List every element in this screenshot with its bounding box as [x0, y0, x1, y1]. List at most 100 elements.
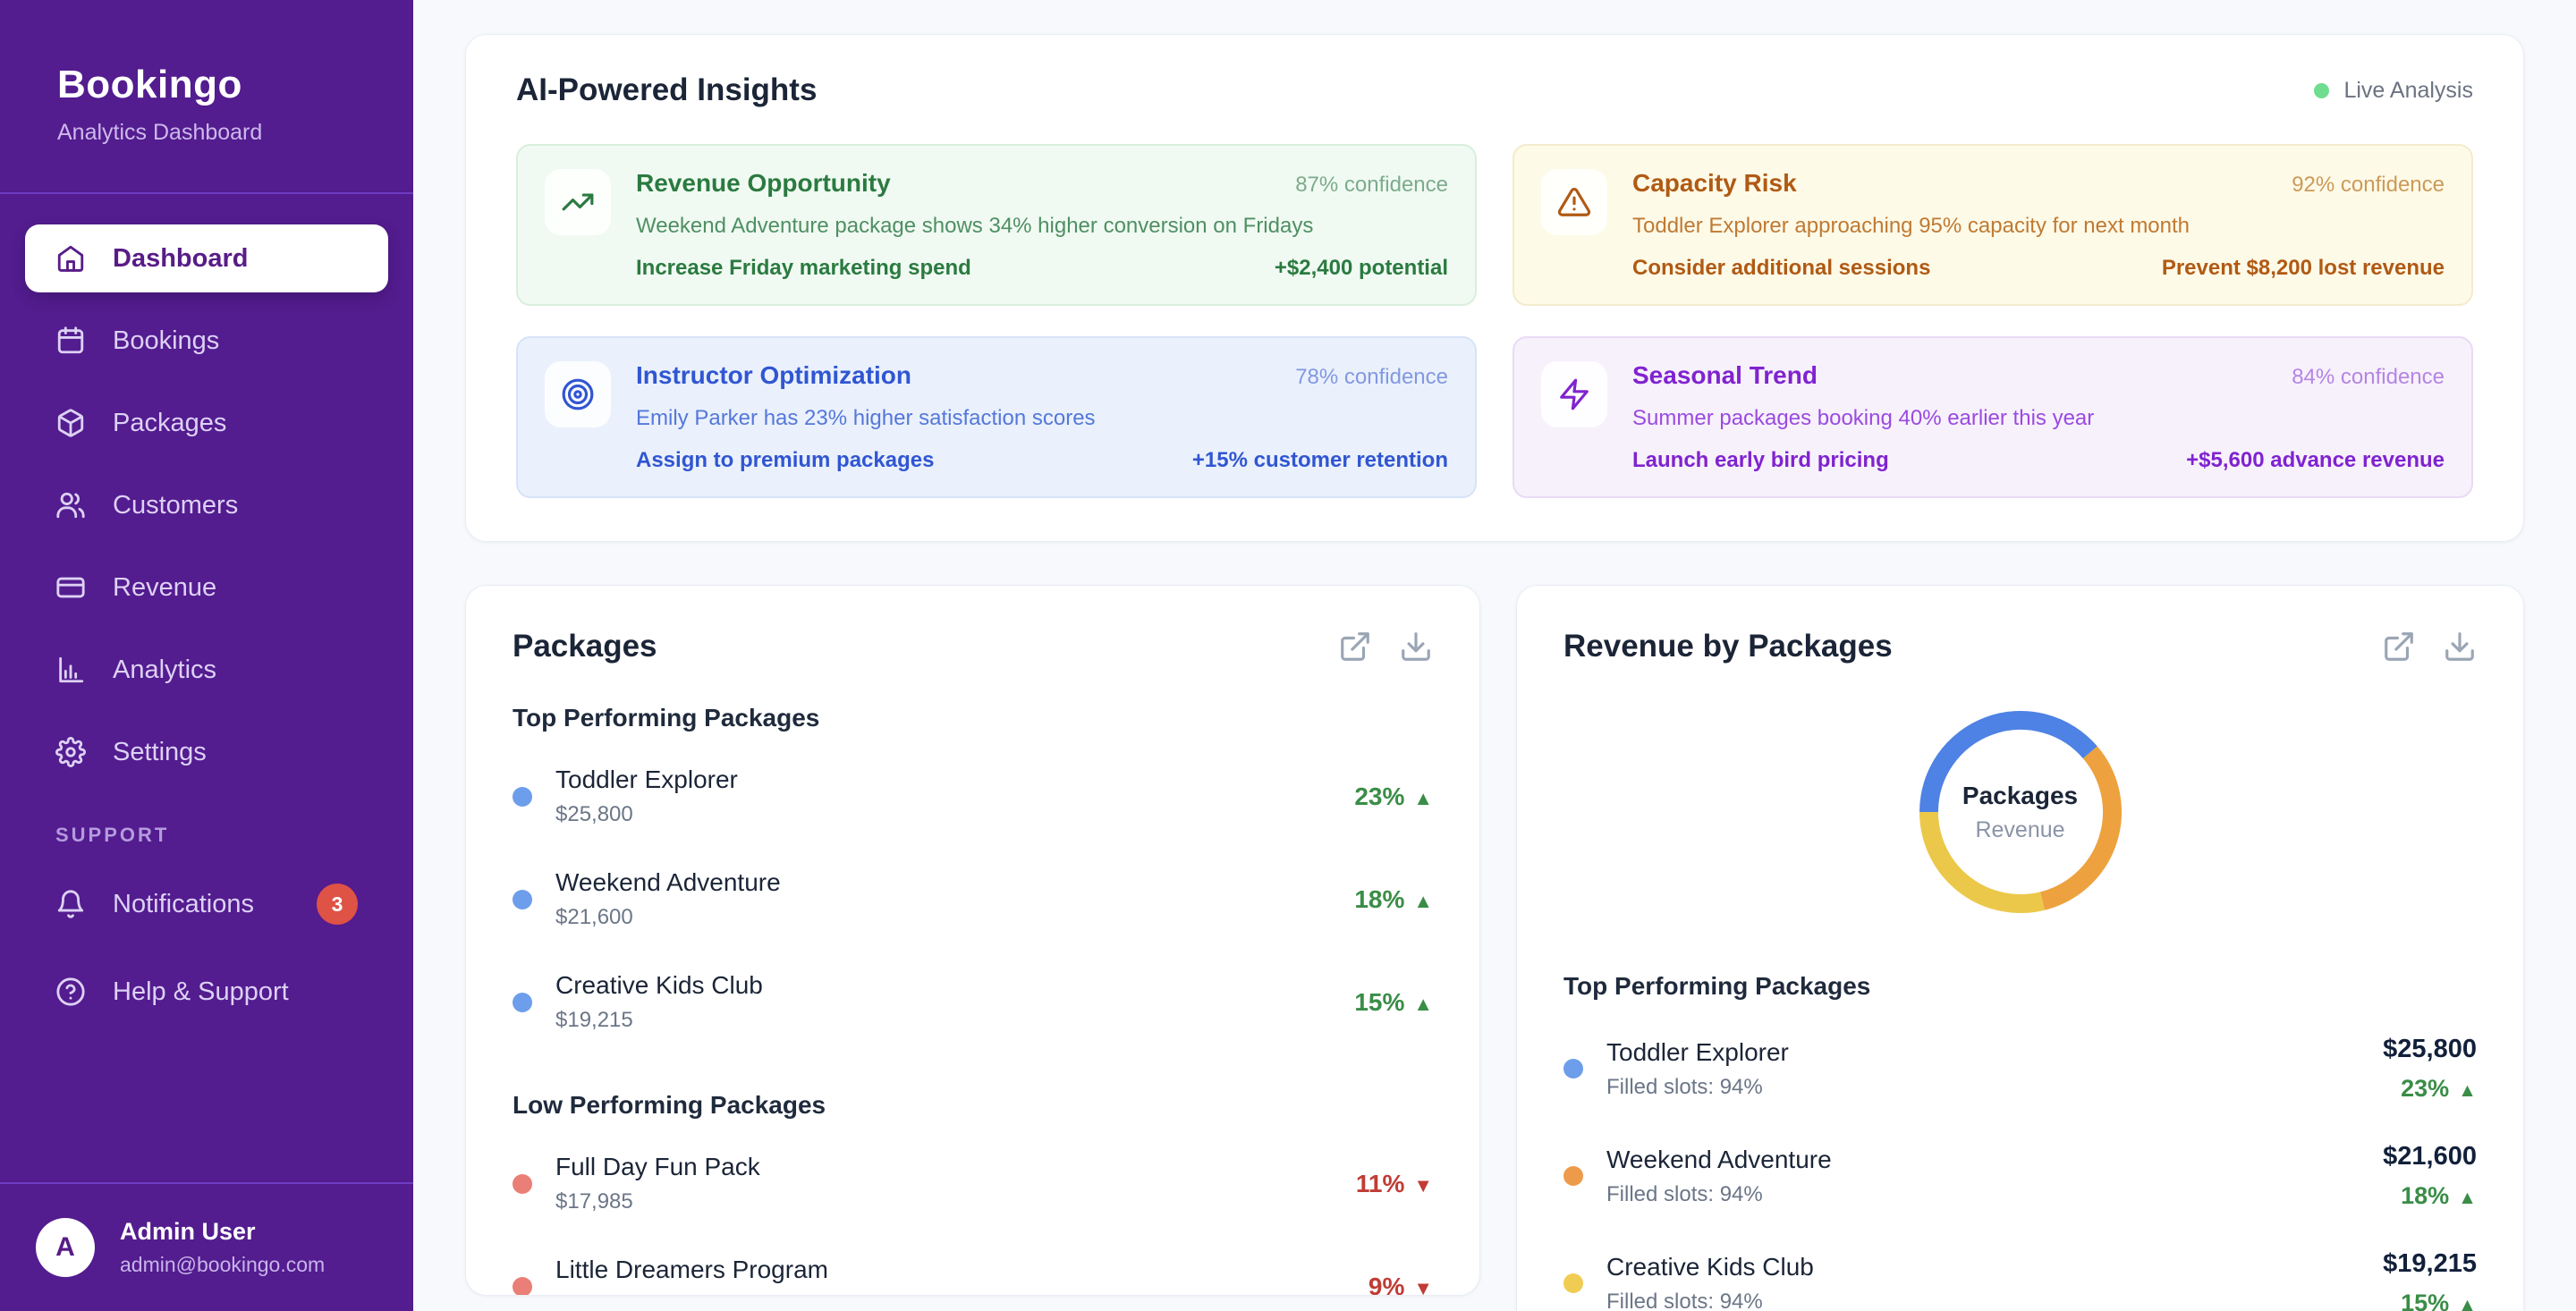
- package-row-creative-kids-club[interactable]: Creative Kids Club $19,215 15% ▲: [513, 951, 1433, 1053]
- top-performing-list: Toddler Explorer $25,800 23% ▲ Weekend Ad…: [513, 745, 1433, 1053]
- open-external-button[interactable]: [2382, 630, 2416, 664]
- sidebar-item-label: Bookings: [113, 326, 220, 355]
- sidebar-item-label: Notifications: [113, 889, 254, 918]
- calendar-icon: [57, 326, 84, 354]
- sidebar-item-packages[interactable]: Packages: [25, 389, 388, 457]
- live-analysis-label: Live Analysis: [2343, 77, 2473, 103]
- package-change: 18% ▲: [1354, 884, 1433, 913]
- triangle-up-icon: ▲: [2458, 1295, 2477, 1311]
- package-change: 23% ▲: [1354, 782, 1433, 810]
- insight-action: Assign to premium packages: [636, 448, 935, 473]
- sidebar-nav: Dashboard Bookings Packages Customers Re…: [0, 194, 413, 1182]
- download-button[interactable]: [2443, 630, 2477, 664]
- donut-center-title: Packages: [1962, 781, 2079, 809]
- insight-action: Launch early bird pricing: [1632, 448, 1889, 473]
- gear-icon: [55, 737, 86, 767]
- revenue-list: Toddler Explorer Filled slots: 94% $25,8…: [1563, 1015, 2477, 1311]
- revenue-value: $25,800: [2383, 1035, 2477, 1064]
- sidebar: Bookingo Analytics Dashboard Dashboard B…: [0, 0, 413, 1311]
- revenue-row-toddler-explorer[interactable]: Toddler Explorer Filled slots: 94% $25,8…: [1563, 1015, 2477, 1122]
- dot-icon: [513, 992, 532, 1012]
- open-external-button[interactable]: [1338, 630, 1372, 664]
- live-analysis-status: Live Analysis: [2314, 78, 2473, 104]
- package-row-toddler-explorer[interactable]: Toddler Explorer $25,800 23% ▲: [513, 745, 1433, 848]
- insights-header: AI-Powered Insights Live Analysis: [516, 72, 2473, 108]
- trending-up-icon: [562, 193, 594, 211]
- insight-card-body: Instructor Optimization 78% confidence E…: [636, 361, 1448, 473]
- sidebar-item-notifications[interactable]: Notifications 3: [25, 865, 388, 943]
- dot-icon: [1563, 1059, 1583, 1079]
- dot-icon: [513, 786, 532, 807]
- insight-card-body: Revenue Opportunity 87% confidence Weeke…: [636, 169, 1448, 281]
- main-content: AI-Powered Insights Live Analysis Revenu…: [413, 0, 2576, 1311]
- insight-impact: +15% customer retention: [1191, 448, 1448, 473]
- insight-card-seasonal-trend[interactable]: Seasonal Trend 84% confidence Summer pac…: [1513, 336, 2473, 499]
- revenue-value: $21,600: [2383, 1142, 2477, 1171]
- app-subtitle: Analytics Dashboard: [57, 120, 263, 145]
- sidebar-item-analytics[interactable]: Analytics: [25, 636, 388, 704]
- filled-slots: Filled slots: 94%: [1606, 1074, 1763, 1099]
- triangle-up-icon: ▲: [1413, 786, 1433, 809]
- revenue-list-label: Top Performing Packages: [1563, 972, 1871, 1001]
- package-row-weekend-adventure[interactable]: Weekend Adventure $21,600 18% ▲: [513, 848, 1433, 951]
- insight-card-revenue-opportunity[interactable]: Revenue Opportunity 87% confidence Weeke…: [516, 144, 1477, 307]
- sidebar-item-label: Packages: [113, 408, 227, 437]
- revenue-row-weekend-adventure[interactable]: Weekend Adventure Filled slots: 94% $21,…: [1563, 1122, 2477, 1230]
- insight-title: Revenue Opportunity: [636, 169, 891, 197]
- user-profile[interactable]: A Admin User admin@bookingo.com: [0, 1182, 413, 1311]
- package-row-little-dreamers-program[interactable]: Little Dreamers Program $15,015 9%▼: [513, 1235, 1433, 1296]
- sidebar-item-dashboard[interactable]: Dashboard: [25, 224, 388, 292]
- download-button[interactable]: [1399, 630, 1433, 664]
- external-link-icon: [2385, 632, 2413, 662]
- revenue-by-packages-panel: Revenue by Packages Packages Revenue: [1516, 585, 2524, 1311]
- insight-card-instructor-optimization[interactable]: Instructor Optimization 78% confidence E…: [516, 336, 1477, 499]
- sidebar-item-label: Revenue: [113, 572, 217, 602]
- sidebar-item-label: Help & Support: [113, 977, 289, 1006]
- revenue-row-creative-kids-club[interactable]: Creative Kids Club Filled slots: 94% $19…: [1563, 1230, 2477, 1311]
- package-price: $15,015: [555, 1292, 828, 1295]
- sidebar-divider: [0, 192, 413, 194]
- insight-description: Emily Parker has 23% higher satisfaction…: [636, 406, 1096, 431]
- triangle-up-icon: ▲: [1413, 889, 1433, 912]
- help-circle-icon: [56, 977, 85, 1006]
- alert-triangle-icon: [1557, 188, 1591, 216]
- package-name: Little Dreamers Program: [555, 1256, 828, 1284]
- packages-panel: Packages Top Performing Packages Toddler…: [465, 585, 1480, 1297]
- package-name: Weekend Adventure: [1606, 1145, 1832, 1173]
- insight-confidence: 84% confidence: [2292, 365, 2445, 390]
- sidebar-item-label: Customers: [113, 490, 239, 520]
- insight-icon-box: [545, 361, 611, 428]
- user-info: Admin User admin@bookingo.com: [120, 1218, 325, 1277]
- package-name: Weekend Adventure: [555, 868, 781, 897]
- triangle-down-icon: ▼: [1413, 1173, 1433, 1197]
- insight-card-body: Seasonal Trend 84% confidence Summer pac…: [1632, 361, 2445, 473]
- package-row-full-day-fun-pack[interactable]: Full Day Fun Pack $17,985 11% ▼: [513, 1132, 1433, 1235]
- revenue-change: 18% ▲: [2401, 1182, 2477, 1210]
- sidebar-item-customers[interactable]: Customers: [25, 471, 388, 539]
- sidebar-item-help-support[interactable]: Help & Support: [25, 958, 388, 1026]
- insight-confidence: 92% confidence: [2292, 173, 2445, 197]
- insight-impact: Prevent $8,200 lost revenue: [2161, 256, 2445, 281]
- donut-center-label: Packages Revenue: [1919, 711, 2122, 913]
- support-section-label: SUPPORT: [55, 824, 170, 846]
- sidebar-item-bookings[interactable]: Bookings: [25, 307, 388, 375]
- revenue-panel-actions: [2382, 630, 2477, 664]
- package-icon: [57, 409, 84, 437]
- insight-icon-box: [545, 169, 611, 235]
- insight-card-capacity-risk[interactable]: Capacity Risk 92% confidence Toddler Exp…: [1513, 144, 2473, 307]
- sidebar-item-revenue[interactable]: Revenue: [25, 554, 388, 622]
- sidebar-item-label: Settings: [113, 737, 207, 766]
- sidebar-item-label: Analytics: [113, 655, 217, 684]
- triangle-up-icon: ▲: [1413, 992, 1433, 1015]
- package-name: Creative Kids Club: [1606, 1252, 1814, 1281]
- insights-title: AI-Powered Insights: [516, 72, 818, 107]
- app-logo: Bookingo: [57, 63, 242, 106]
- packages-panel-title: Packages: [513, 629, 657, 664]
- sidebar-item-settings[interactable]: Settings: [25, 718, 388, 786]
- insight-impact: +$5,600 advance revenue: [2186, 448, 2445, 473]
- donut-chart-area: Packages Revenue: [1563, 664, 2477, 972]
- user-email: admin@bookingo.com: [120, 1253, 326, 1276]
- low-performing-list: Full Day Fun Pack $17,985 11% ▼ Little Dr…: [513, 1132, 1433, 1296]
- triangle-up-icon: ▲: [2458, 1080, 2477, 1102]
- insight-cards: Revenue Opportunity 87% confidence Weeke…: [516, 144, 2473, 499]
